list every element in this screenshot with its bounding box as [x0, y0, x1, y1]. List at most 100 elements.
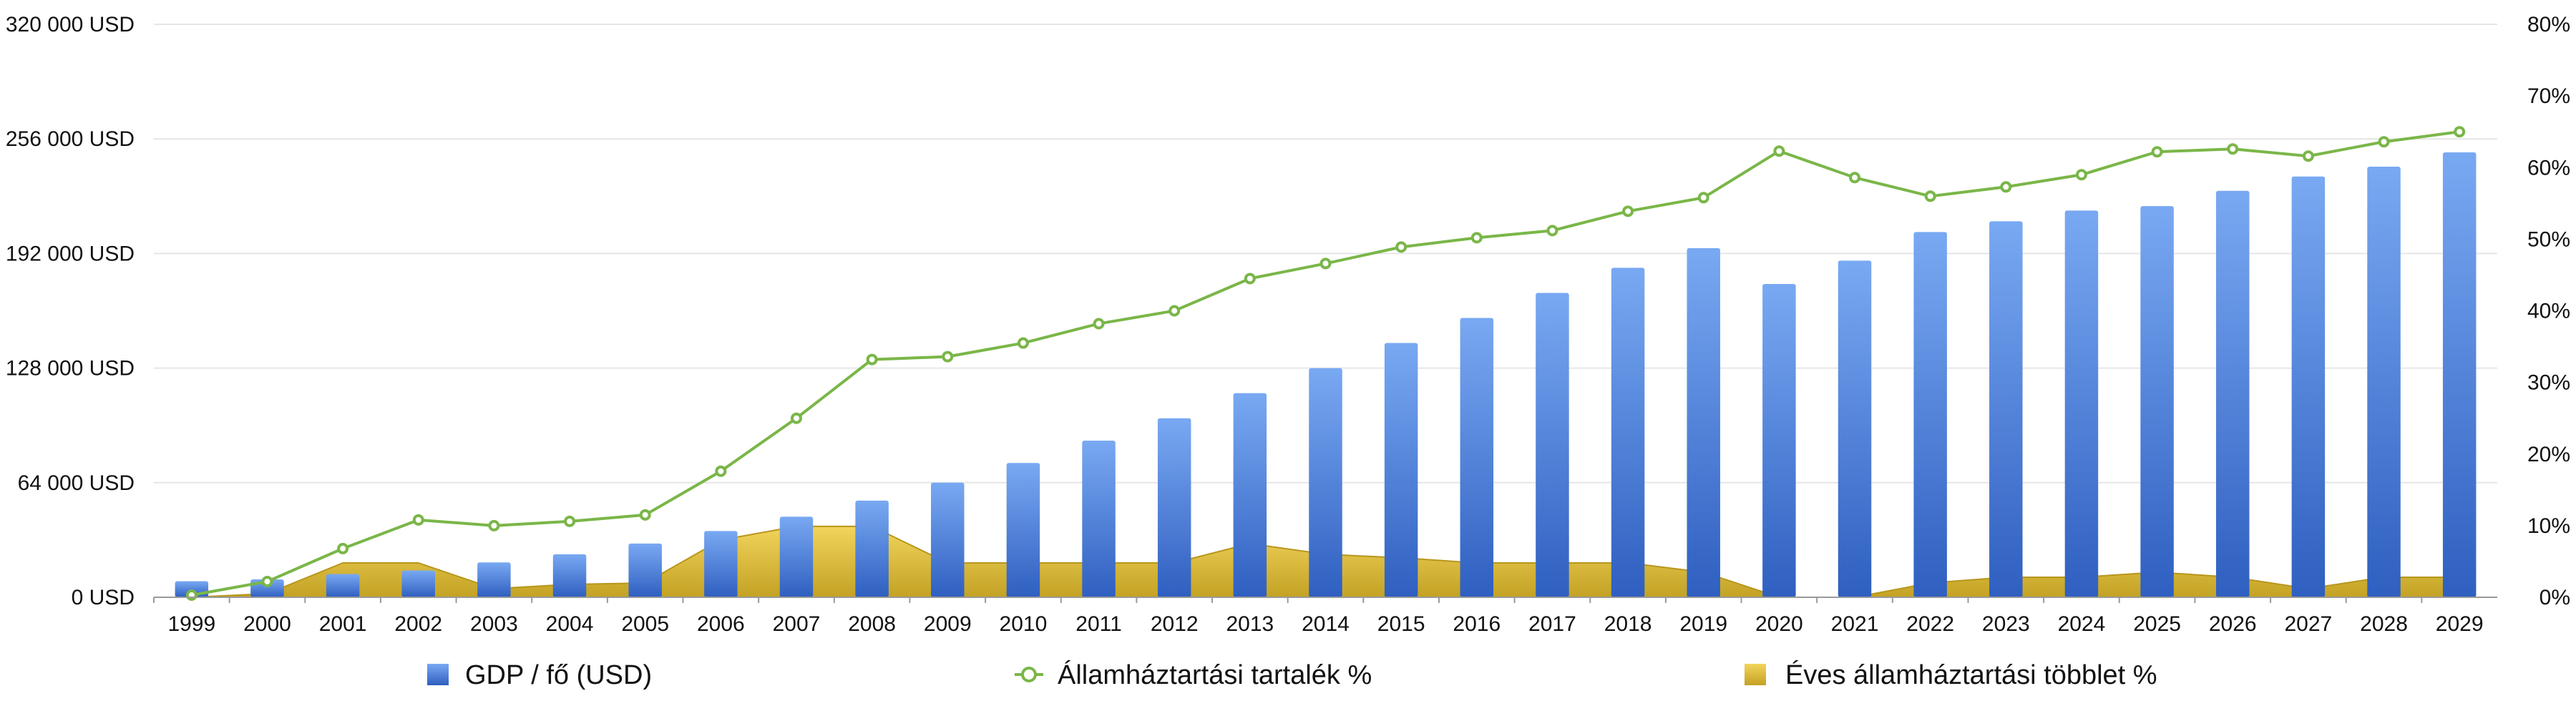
point-2027: [2302, 150, 2314, 162]
point-2012: [1169, 305, 1181, 317]
point-2001: [337, 542, 349, 554]
x-tick-label: 2016: [1453, 612, 1501, 636]
bar-2025: [2140, 206, 2174, 597]
x-tick-label: 2011: [1075, 612, 1122, 636]
bar-2019: [1687, 247, 1720, 597]
point-2019: [1697, 192, 1709, 204]
x-tick-label: 2021: [1831, 612, 1879, 636]
x-tick-label: 2013: [1226, 612, 1274, 636]
legend-label-reserve: Államháztartási tartalék %: [1058, 660, 1372, 690]
x-tick-label: 2026: [2209, 612, 2257, 636]
x-tick-label: 2010: [1000, 612, 1048, 636]
point-2026: [2227, 143, 2239, 155]
left-axis-ticks: 0 USD 64 000 USD 128 000 USD 192 000 USD 256…: [6, 13, 135, 609]
right-tick-label: 70%: [2527, 84, 2570, 108]
bar-2020: [1762, 283, 1796, 597]
gdp-bar-series: [175, 152, 2477, 598]
point-2011: [1093, 318, 1105, 330]
bar-2021: [1838, 260, 1872, 597]
bar-2029: [2442, 152, 2477, 597]
point-2013: [1244, 273, 1256, 285]
right-tick-label: 60%: [2527, 156, 2570, 180]
left-tick-label: 320 000 USD: [6, 13, 135, 36]
right-tick-label: 30%: [2527, 371, 2570, 395]
bar-2024: [2064, 210, 2099, 597]
legend-marker-reserve: [1021, 667, 1037, 682]
point-2016: [1470, 232, 1483, 244]
x-tick-label: 2003: [470, 612, 518, 636]
x-tick-label: 2020: [1755, 612, 1803, 636]
right-tick-label: 10%: [2527, 514, 2570, 538]
bar-2008: [855, 500, 889, 597]
point-2010: [1017, 337, 1029, 349]
bar-2002: [401, 570, 435, 597]
point-2006: [715, 465, 727, 477]
x-tick-label: 2015: [1377, 612, 1425, 636]
legend-label-gdp: GDP / fő (USD): [465, 660, 652, 690]
x-tick-label: 2007: [773, 612, 821, 636]
bar-2010: [1006, 463, 1040, 597]
x-tick-label: 2008: [848, 612, 896, 636]
legend-label-surplus: Éves államháztartási többlet %: [1785, 660, 2157, 690]
x-tick-label: 2025: [2133, 612, 2181, 636]
x-axis-ticks: 1999 2000 2001 2002 2003 2004 2005 2006 2007 2008…: [153, 597, 2484, 636]
x-tick-label: 2022: [1906, 612, 1954, 636]
bar-2013: [1233, 393, 1267, 597]
bar-2004: [552, 554, 587, 597]
right-tick-label: 40%: [2527, 300, 2570, 323]
bar-2009: [931, 482, 965, 597]
right-tick-label: 20%: [2527, 443, 2570, 466]
bar-2028: [2367, 166, 2401, 598]
left-tick-label: 256 000 USD: [6, 127, 135, 151]
point-2005: [639, 509, 651, 521]
legend-swatch-surplus: [1745, 664, 1766, 685]
point-2022: [1924, 190, 1936, 202]
x-tick-label: 2017: [1528, 612, 1576, 636]
legend-swatch-gdp: [427, 664, 449, 685]
point-2020: [1773, 145, 1785, 157]
bar-2015: [1384, 343, 1418, 597]
left-tick-label: 192 000 USD: [6, 242, 135, 265]
bar-2017: [1536, 293, 1569, 597]
bar-2014: [1309, 368, 1342, 597]
point-2023: [2000, 181, 2012, 193]
bar-2005: [628, 543, 662, 597]
point-2015: [1395, 241, 1407, 253]
bar-2026: [2216, 190, 2250, 597]
point-2004: [564, 515, 576, 527]
bar-2006: [704, 531, 738, 597]
x-tick-label: 2012: [1151, 612, 1199, 636]
x-tick-label: 2001: [319, 612, 367, 636]
bar-2022: [1913, 232, 1947, 597]
x-tick-label: 2006: [697, 612, 745, 636]
point-2024: [2075, 169, 2087, 181]
point-2002: [412, 514, 424, 526]
x-tick-label: 2009: [924, 612, 972, 636]
x-tick-label: 2023: [1982, 612, 2030, 636]
x-tick-label: 2018: [1604, 612, 1652, 636]
x-tick-label: 2019: [1679, 612, 1727, 636]
point-2009: [942, 350, 954, 363]
point-2029: [2454, 126, 2466, 138]
point-2018: [1622, 205, 1634, 217]
point-2008: [866, 353, 878, 366]
right-axis-ticks: 0% 10% 20% 30% 40% 50% 60% 70% 80%: [2527, 13, 2570, 609]
left-tick-label: 64 000 USD: [18, 471, 135, 495]
x-tick-label: 1999: [167, 612, 215, 636]
bar-2011: [1082, 440, 1116, 597]
point-2000: [261, 575, 273, 587]
point-1999: [185, 589, 197, 601]
x-tick-label: 2004: [546, 612, 594, 636]
point-2007: [790, 412, 802, 424]
x-tick-label: 2014: [1302, 612, 1350, 636]
point-2025: [2151, 146, 2163, 158]
point-2017: [1546, 225, 1558, 237]
bar-2016: [1460, 318, 1494, 597]
x-tick-label: 2028: [2360, 612, 2408, 636]
x-tick-label: 2005: [621, 612, 669, 636]
x-tick-label: 2029: [2436, 612, 2484, 636]
point-2028: [2378, 136, 2390, 148]
x-tick-label: 2024: [2058, 612, 2106, 636]
legend: GDP / fő (USD) Államháztartási tartalék %…: [427, 660, 2157, 690]
